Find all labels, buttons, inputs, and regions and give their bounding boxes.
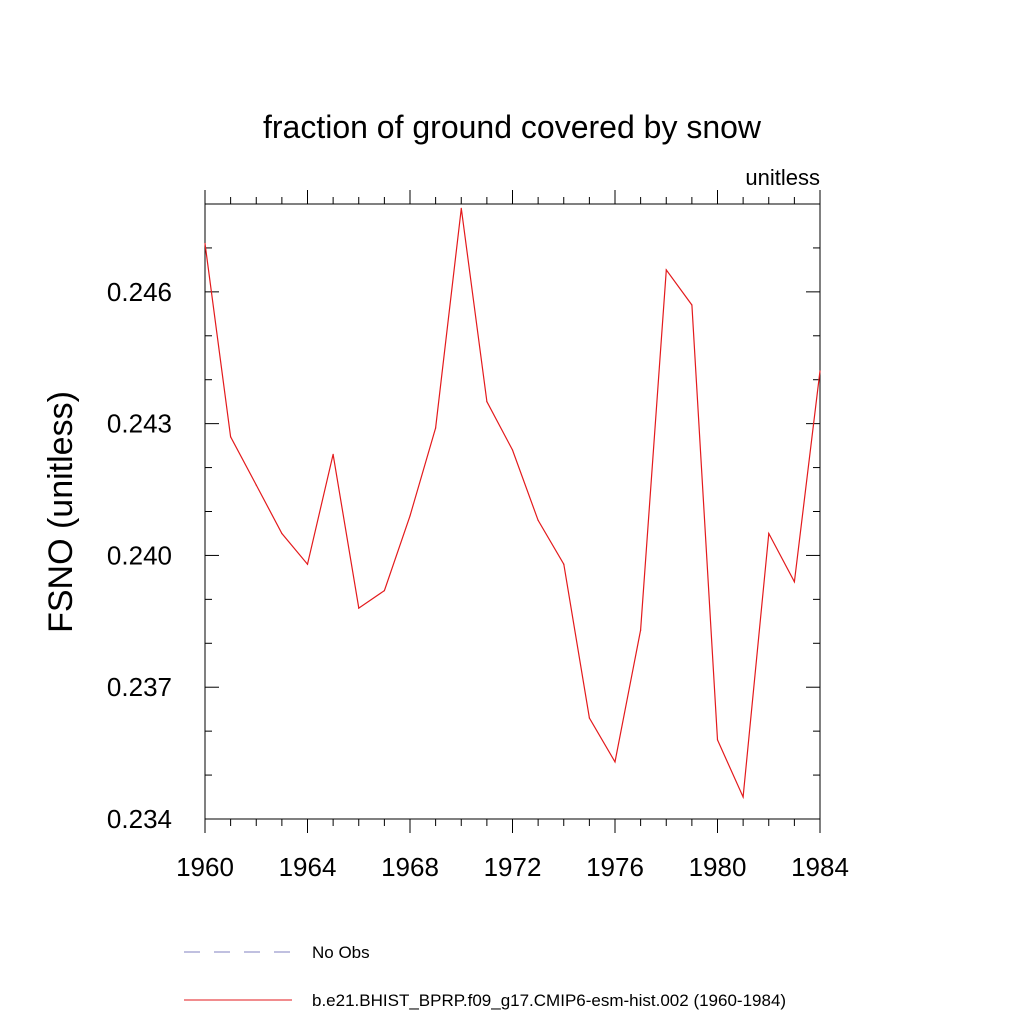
data-point	[742, 796, 744, 798]
y-tick-label: 0.240	[107, 540, 172, 570]
x-axis: 1960 1964 1968 1972 1976 1980 1984	[176, 190, 849, 882]
y-tick-label: 0.243	[107, 409, 172, 439]
data-point	[768, 532, 770, 535]
x-tick-label: 1968	[381, 852, 439, 882]
data-point	[435, 427, 437, 429]
data-point	[511, 449, 514, 451]
data-point	[332, 453, 334, 455]
data-point	[281, 532, 283, 535]
y-tick-label: 0.234	[107, 804, 172, 834]
data-point	[819, 370, 821, 372]
data-point	[358, 607, 360, 609]
y-tick-label: 0.246	[107, 277, 172, 307]
data-point	[255, 484, 257, 486]
x-tick-label: 1964	[279, 852, 337, 882]
series-layer	[204, 207, 821, 800]
y-tick-label: 0.237	[107, 672, 172, 702]
data-point	[204, 242, 206, 245]
data-point	[230, 436, 232, 438]
chart-title: fraction of ground covered by snow	[263, 109, 762, 145]
data-point	[793, 581, 795, 583]
data-point	[460, 207, 462, 209]
plot-frame	[204, 203, 821, 820]
data-point	[691, 304, 693, 306]
data-point	[588, 717, 590, 719]
data-point	[383, 589, 385, 592]
data-point	[640, 629, 642, 631]
data-point	[563, 563, 565, 565]
data-point	[537, 519, 539, 521]
data-point	[409, 515, 411, 517]
data-point	[614, 761, 616, 763]
x-tick-label: 1972	[484, 852, 542, 882]
legend-label: No Obs	[312, 943, 370, 962]
legend: No Obs b.e21.BHIST_BPRP.f09_g17.CMIP6-esm…	[184, 943, 786, 1010]
y-axis: 0.234 0.237 0.240 0.243 0.246	[107, 203, 820, 834]
legend-label: b.e21.BHIST_BPRP.f09_g17.CMIP6-esm-hist.…	[312, 991, 786, 1010]
x-tick-label: 1984	[791, 852, 849, 882]
x-tick-label: 1960	[176, 852, 234, 882]
units-label: unitless	[745, 165, 820, 190]
data-point	[306, 563, 309, 565]
data-point	[486, 401, 488, 403]
y-axis-label: FSNO (unitless)	[42, 391, 80, 633]
data-point	[716, 739, 719, 741]
data-point	[665, 269, 667, 271]
series-line	[204, 208, 821, 800]
x-tick-label: 1980	[689, 852, 747, 882]
x-tick-label: 1976	[586, 852, 644, 882]
